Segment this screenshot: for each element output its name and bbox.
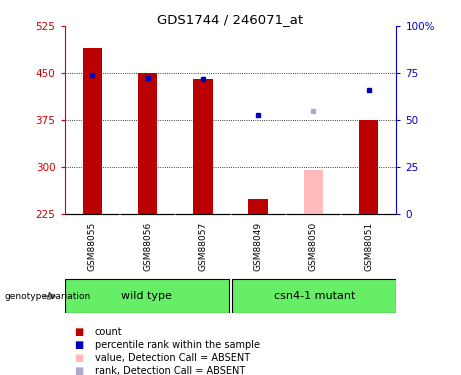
Text: ■: ■	[74, 327, 83, 337]
Text: GSM88051: GSM88051	[364, 222, 373, 271]
Text: genotype/variation: genotype/variation	[5, 292, 91, 301]
Text: value, Detection Call = ABSENT: value, Detection Call = ABSENT	[95, 353, 249, 363]
Text: GSM88055: GSM88055	[88, 222, 97, 271]
Text: rank, Detection Call = ABSENT: rank, Detection Call = ABSENT	[95, 366, 245, 375]
Text: GDS1744 / 246071_at: GDS1744 / 246071_at	[158, 13, 303, 26]
Bar	[359, 120, 378, 214]
Bar	[193, 80, 213, 214]
Text: GSM88057: GSM88057	[198, 222, 207, 271]
Text: GSM88056: GSM88056	[143, 222, 152, 271]
Bar	[248, 200, 268, 214]
Bar	[304, 170, 323, 214]
Bar	[232, 279, 396, 313]
Bar	[83, 48, 102, 214]
Text: GSM88050: GSM88050	[309, 222, 318, 271]
Text: ■: ■	[74, 353, 83, 363]
Text: percentile rank within the sample: percentile rank within the sample	[95, 340, 260, 350]
Text: csn4-1 mutant: csn4-1 mutant	[274, 291, 355, 301]
Text: count: count	[95, 327, 122, 337]
Text: ■: ■	[74, 340, 83, 350]
Text: ■: ■	[74, 366, 83, 375]
Text: GSM88049: GSM88049	[254, 222, 263, 271]
Bar	[65, 279, 229, 313]
Text: wild type: wild type	[121, 291, 172, 301]
Bar	[138, 73, 157, 214]
